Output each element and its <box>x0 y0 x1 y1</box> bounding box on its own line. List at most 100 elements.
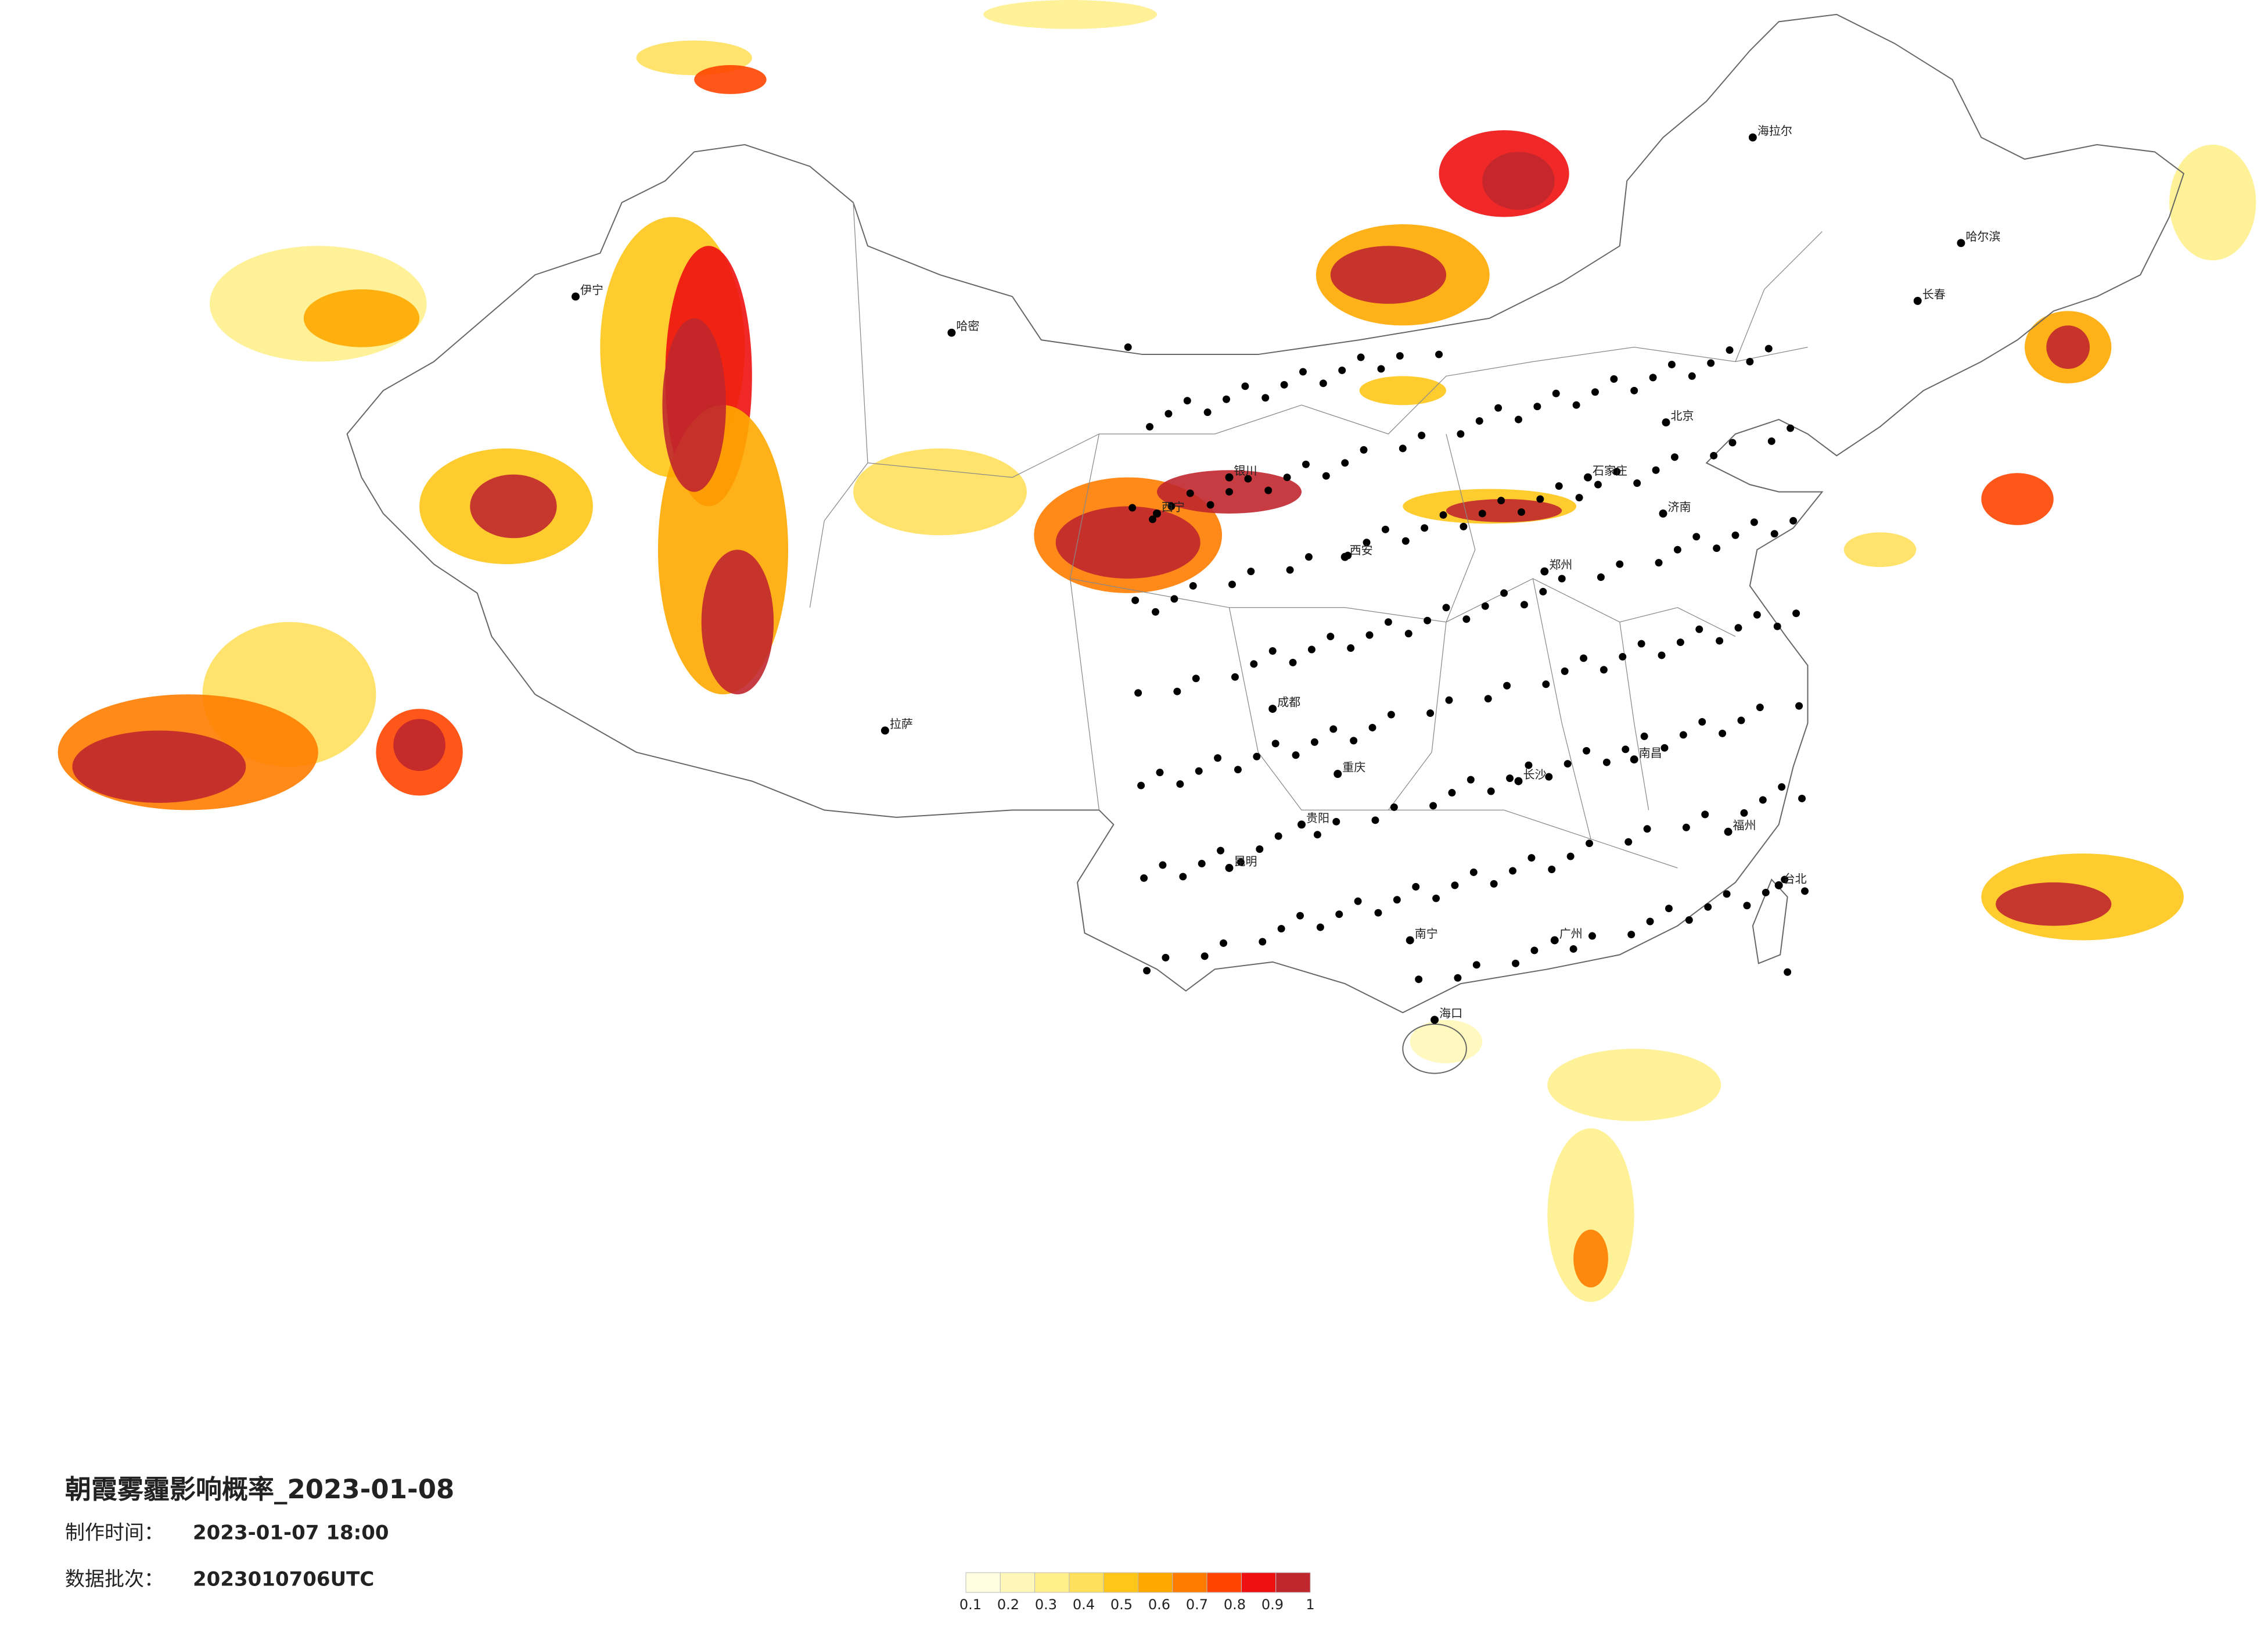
city-dot <box>1676 638 1684 647</box>
city-dot <box>1225 488 1233 496</box>
city-dot <box>1338 366 1346 374</box>
city-dot <box>1341 459 1349 467</box>
city-dot <box>880 726 889 735</box>
city-dot <box>1746 358 1754 365</box>
city-dot <box>1189 582 1197 590</box>
city-dot <box>1707 359 1715 367</box>
city-dot <box>1363 539 1371 547</box>
city-dot <box>1652 466 1660 474</box>
city-dot <box>1580 654 1588 662</box>
city-label: 重庆 <box>1342 760 1365 774</box>
city-dot <box>1781 876 1789 884</box>
city-dot <box>1660 744 1669 752</box>
city-dot <box>1448 789 1456 796</box>
city-dot <box>1179 873 1187 881</box>
city-dot <box>1630 386 1638 394</box>
city-dot <box>1183 397 1191 405</box>
city-dot <box>1322 472 1330 480</box>
city-dot <box>1795 702 1803 710</box>
city-dot <box>1124 343 1132 351</box>
city-dot <box>1704 903 1712 911</box>
city-dot <box>1536 495 1544 503</box>
city-dot <box>1723 890 1731 898</box>
city-dot <box>1292 751 1300 759</box>
city-dot <box>1673 546 1681 554</box>
city-dot <box>1640 732 1648 740</box>
city-dot <box>1748 133 1757 142</box>
country-outline <box>346 13 2185 1014</box>
issue-label: 制作时间： <box>65 1522 164 1545</box>
city-dot <box>1525 761 1533 769</box>
city-dot <box>1659 509 1667 518</box>
city-dot <box>1283 473 1291 482</box>
city-dot <box>1724 827 1733 836</box>
city-dots <box>572 133 1965 1024</box>
city-dot <box>1432 894 1440 902</box>
probability-area <box>1573 1229 1608 1288</box>
city-dot <box>1399 444 1407 453</box>
probability-area <box>1446 499 1562 522</box>
city-dot <box>1384 618 1392 626</box>
city-dot <box>1217 846 1225 855</box>
city-dot <box>1787 424 1795 432</box>
city-dot <box>1350 737 1358 745</box>
city-dot <box>1206 501 1214 509</box>
city-dot <box>1469 868 1478 876</box>
city-dot <box>1540 567 1549 576</box>
city-dot <box>1286 566 1294 574</box>
city-dot <box>1563 760 1572 768</box>
city-dot <box>1602 758 1611 766</box>
city-dot <box>1418 432 1426 439</box>
city-dot <box>1545 773 1553 781</box>
city-dot <box>1214 754 1222 762</box>
map-layer <box>57 0 2256 1302</box>
probability-area <box>72 730 246 803</box>
city-dot <box>1162 953 1170 961</box>
city-label: 北京 <box>1670 409 1694 423</box>
city-dot <box>1627 931 1636 939</box>
city-dot <box>1619 652 1627 661</box>
city-dot <box>1613 468 1621 476</box>
city-dot <box>1548 866 1556 873</box>
probability-area <box>393 719 445 772</box>
city-dot <box>1319 379 1327 387</box>
city-dot <box>1225 473 1234 482</box>
city-dot <box>1387 711 1395 719</box>
city-dot <box>1237 858 1245 866</box>
city-dot <box>1539 587 1547 595</box>
city-dot <box>1481 602 1489 610</box>
city-dot <box>1716 637 1724 645</box>
city-dot <box>1149 515 1157 523</box>
legend-swatch <box>1000 1572 1036 1593</box>
city-label: 银川 <box>1234 464 1257 478</box>
city-dot <box>1241 382 1249 390</box>
city-dot <box>1616 560 1624 568</box>
city-dot <box>1778 783 1786 791</box>
city-dot <box>1633 479 1641 487</box>
city-dot <box>1365 631 1374 639</box>
city-label: 台北 <box>1784 871 1807 885</box>
city-dot <box>1406 936 1414 945</box>
city-dot <box>1591 388 1599 396</box>
city-dot <box>1530 946 1539 955</box>
city-label: 南昌 <box>1639 746 1662 760</box>
city-dot <box>1665 905 1673 913</box>
city-dot <box>1643 825 1651 833</box>
city-dot <box>1347 644 1355 652</box>
city-dot <box>1198 860 1206 868</box>
city-dot <box>1140 874 1148 882</box>
legend-swatch <box>1103 1572 1138 1593</box>
city-dot <box>1542 680 1550 688</box>
city-dot <box>1223 395 1230 403</box>
legend-swatch <box>1241 1572 1277 1593</box>
city-dot <box>1586 839 1593 848</box>
city-dot <box>1167 503 1176 510</box>
city-dot <box>1307 645 1315 654</box>
city-dot <box>1368 723 1376 731</box>
city-label: 伊宁 <box>580 283 603 297</box>
city-dot <box>1225 864 1234 872</box>
city-dot <box>1280 381 1288 389</box>
legend-swatch <box>1172 1572 1207 1593</box>
city-dot <box>1701 810 1709 819</box>
city-dot <box>1134 689 1142 697</box>
